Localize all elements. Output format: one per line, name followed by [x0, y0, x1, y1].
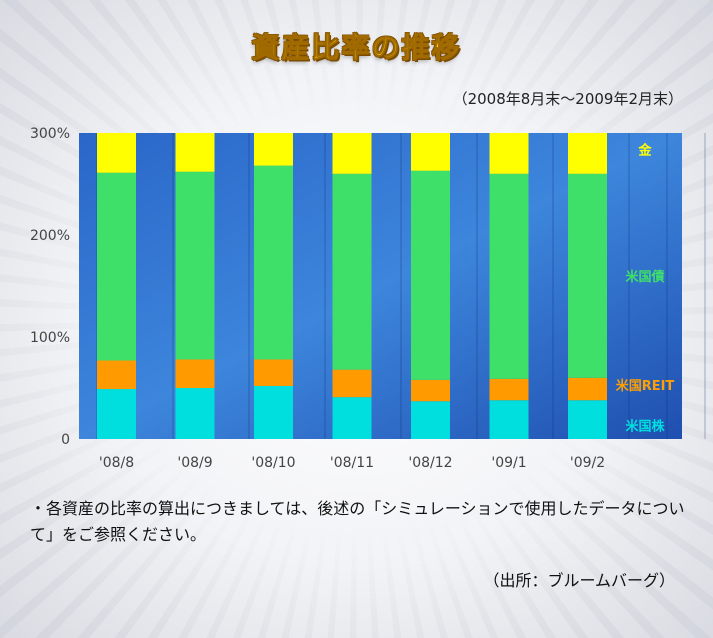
bar-segment [254, 165, 293, 360]
bar-segment [332, 173, 372, 370]
bar-segment [411, 379, 450, 402]
legend-label: 米国REIT [616, 378, 675, 394]
x-tick-label: '08/9 [177, 455, 212, 471]
bar-segment [175, 171, 215, 360]
bar-segment [175, 133, 215, 172]
source-note: （出所：ブルームバーグ） [483, 571, 675, 590]
y-tick-label: 0 [61, 432, 70, 448]
bar-segment [568, 133, 607, 174]
bar-segment [489, 133, 529, 174]
legend-label: 米国債 [625, 269, 664, 285]
bar-segment [254, 385, 293, 439]
bar-segment [332, 133, 372, 174]
chart-subtitle: （2008年8月末〜2009年2月末） [452, 90, 683, 108]
x-tick-label: '09/1 [491, 455, 526, 471]
x-tick-label: '08/11 [330, 455, 374, 471]
bar-segment [97, 360, 136, 390]
legend-label: 金 [637, 142, 652, 158]
bar-segment [254, 133, 293, 166]
bar-segment [568, 377, 607, 401]
x-tick-label: '08/10 [251, 455, 295, 471]
bar-segment [568, 400, 607, 439]
bar-segment [411, 401, 450, 439]
x-tick-label: '08/8 [99, 455, 134, 471]
bar-segment [97, 172, 136, 361]
bar-segment [175, 388, 215, 439]
bar-segment [568, 173, 607, 378]
bar-segment [489, 173, 529, 379]
x-tick-label: '09/2 [570, 455, 605, 471]
bar-segment [332, 369, 372, 398]
stacked-bar-chart: 0 100% 200% 300% '08/8 '08/9 '08/10 '08/11 '08/… [30, 126, 706, 471]
bar-segment [97, 133, 136, 173]
bar-segment [489, 400, 529, 439]
footnote: ・各資産の比率の算出につきましては、後述の「シミュレーションで使用したデータにつ… [30, 499, 685, 544]
bar-segment [489, 378, 529, 401]
legend-label: 米国株 [625, 419, 665, 435]
bar-segment [411, 170, 450, 380]
bar-segment [97, 389, 136, 439]
x-tick-label: '08/12 [408, 455, 452, 471]
bar-segment [332, 397, 372, 439]
y-tick-label: 100% [30, 330, 70, 346]
bar-segment [254, 359, 293, 386]
chart-title: 資産比率の推移 [251, 31, 462, 65]
y-tick-label: 300% [30, 126, 70, 142]
bar-segment [411, 133, 450, 171]
bar-segment [175, 359, 215, 388]
y-tick-label: 200% [30, 228, 70, 244]
